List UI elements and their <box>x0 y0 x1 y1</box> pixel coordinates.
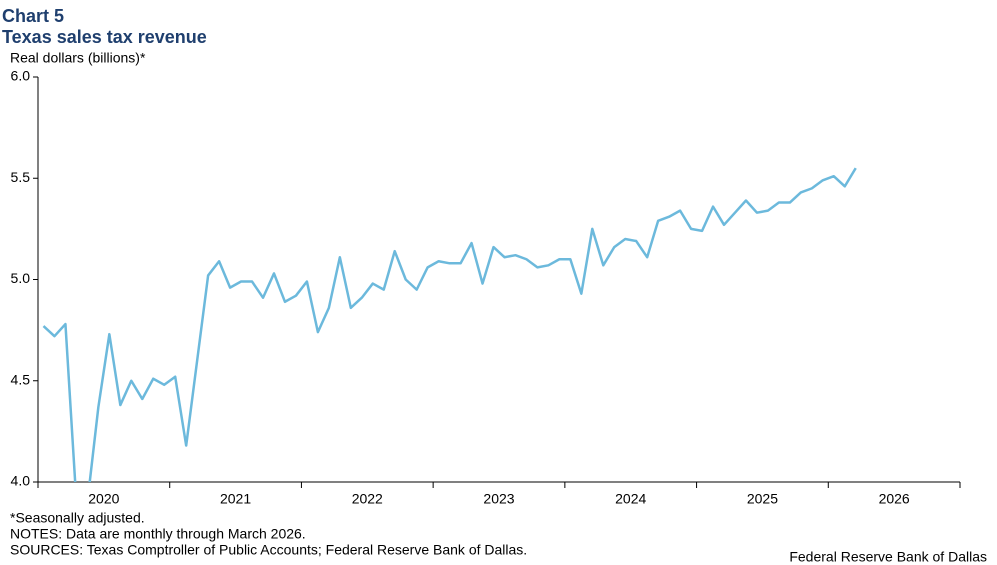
credit: Federal Reserve Bank of Dallas <box>789 549 987 565</box>
chart-subtitle: Texas sales tax revenue <box>2 27 207 47</box>
x-tick-label: 2020 <box>88 491 119 507</box>
data-line <box>42 167 857 482</box>
y-tick-label: 5.0 <box>11 270 31 286</box>
x-tick-label: 2024 <box>615 491 646 507</box>
y-tick-label: 6.0 <box>11 68 31 84</box>
y-tick-label: 4.0 <box>11 473 31 489</box>
y-tick-label: 5.5 <box>11 169 31 185</box>
note: NOTES: Data are monthly through March 20… <box>10 526 306 542</box>
x-tick-label: 2026 <box>879 491 910 507</box>
note: *Seasonally adjusted. <box>10 510 145 526</box>
x-tick-label: 2025 <box>747 491 778 507</box>
y-axis-label: Real dollars (billions)* <box>10 50 146 66</box>
y-tick-label: 4.5 <box>11 371 31 387</box>
x-tick-label: 2022 <box>352 491 383 507</box>
note: SOURCES: Texas Comptroller of Public Acc… <box>10 542 527 558</box>
chart-title: Chart 5 <box>2 6 64 26</box>
x-tick-label: 2023 <box>483 491 514 507</box>
x-tick-label: 2021 <box>220 491 251 507</box>
